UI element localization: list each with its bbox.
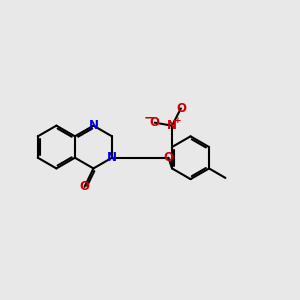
Text: N: N (167, 119, 177, 132)
Text: −: − (143, 112, 155, 125)
Text: N: N (88, 119, 98, 132)
Text: O: O (150, 116, 160, 129)
Text: N: N (107, 151, 117, 164)
Text: +: + (174, 116, 181, 125)
Text: O: O (164, 151, 173, 164)
Text: O: O (176, 102, 186, 115)
Text: O: O (80, 180, 89, 194)
